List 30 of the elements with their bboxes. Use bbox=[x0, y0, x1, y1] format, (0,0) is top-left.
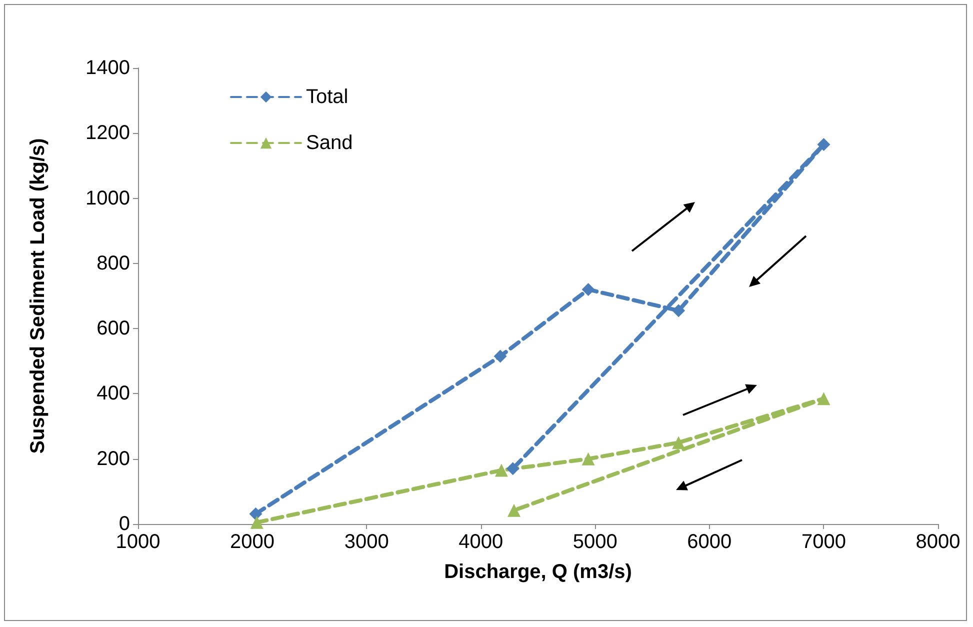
point bbox=[250, 516, 264, 529]
x-tick-label: 5000 bbox=[572, 531, 618, 553]
y-tick-label: 1000 bbox=[86, 187, 130, 210]
x-tick-label: 6000 bbox=[687, 531, 732, 553]
x-tick-label: 7000 bbox=[801, 531, 846, 553]
point bbox=[494, 350, 507, 363]
y-tick-label: 800 bbox=[96, 252, 130, 274]
y-tick-label: 1400 bbox=[86, 57, 130, 79]
y-tick-label: 200 bbox=[96, 448, 130, 470]
point bbox=[249, 507, 262, 520]
y-tick-label: 400 bbox=[96, 382, 130, 405]
x-tick-label: 3000 bbox=[344, 531, 389, 553]
legend-label: Total bbox=[306, 86, 348, 108]
x-tick-label: 4000 bbox=[458, 531, 504, 553]
legend-label: Sand bbox=[306, 132, 353, 154]
point bbox=[817, 392, 830, 406]
y-axis-title: Suspended Sediment Load (kg/s) bbox=[27, 138, 49, 454]
y-tick-label: 600 bbox=[96, 318, 130, 340]
y-tick-label: 1200 bbox=[86, 122, 130, 144]
x-tick-label: 2000 bbox=[230, 531, 275, 553]
x-axis-title: Discharge, Q (m3/s) bbox=[444, 561, 632, 583]
point bbox=[582, 282, 595, 296]
point bbox=[508, 504, 520, 517]
point bbox=[817, 138, 830, 152]
point bbox=[672, 436, 686, 450]
point bbox=[672, 304, 686, 318]
point bbox=[506, 462, 520, 476]
point bbox=[494, 464, 508, 477]
point bbox=[582, 452, 595, 466]
x-tick-label: 8000 bbox=[916, 531, 960, 553]
